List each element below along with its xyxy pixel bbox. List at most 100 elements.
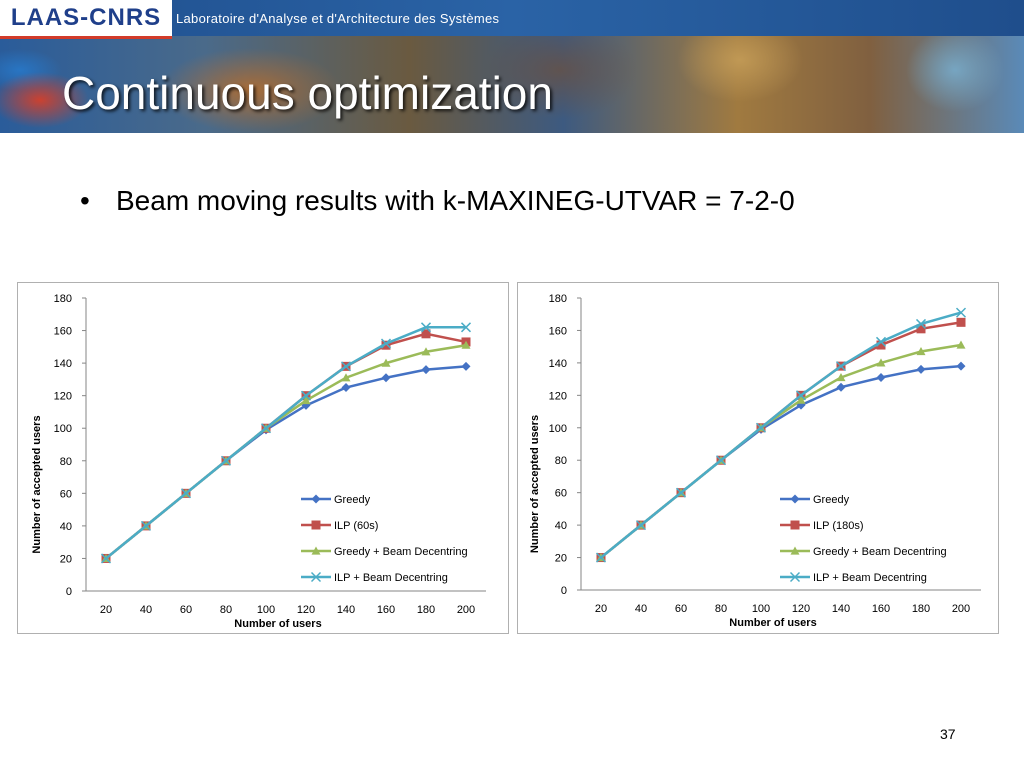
chart-left-y-tick-label: 60	[60, 488, 72, 500]
chart-right-series-3-legend-label: Greedy + Beam Decentring	[813, 546, 947, 558]
chart-left-series-4-point-stroke-b	[300, 390, 312, 401]
chart-left-series-4-point	[300, 390, 312, 401]
chart-right-series-4-point	[675, 487, 687, 498]
chart-left-series-4-point	[100, 553, 112, 564]
chart-left-series-4-point-stroke-b	[220, 455, 232, 466]
chart-right-series-2-legend-marker	[790, 520, 800, 530]
chart-right-series-4-point	[755, 422, 767, 433]
chart-right-series-4-point	[635, 520, 647, 531]
chart-left-series-4-line	[105, 326, 466, 560]
bullet-text: Beam moving results with k-MAXINEG-UTVAR…	[116, 185, 795, 216]
chart-left-series-1-point	[461, 361, 471, 371]
chart-left-series-1-point	[381, 373, 391, 383]
chart-right-y-tick-label: 20	[555, 553, 567, 565]
chart-right-series-4-point-stroke-b	[875, 336, 887, 347]
chart-left-y-tick-label: 0	[66, 586, 72, 598]
chart-left-series-3-point	[341, 373, 351, 382]
chart-left-x-tick-label: 60	[180, 604, 192, 616]
chart-right-series-4-point-stroke-b	[755, 422, 767, 433]
chart-right-y-tick-label: 120	[549, 390, 567, 402]
chart-right-series-4-point-stroke-b	[675, 487, 687, 498]
chart-right-series-4-point	[595, 552, 607, 563]
chart-left-x-tick-label: 20	[100, 604, 112, 616]
chart-left-y-tick-label: 140	[54, 358, 72, 370]
slide-title: Continuous optimization	[62, 67, 553, 119]
chart-right-x-tick-label: 40	[635, 603, 647, 615]
lab-name: Laboratoire d'Analyse et d'Architecture …	[176, 11, 500, 26]
chart-left-y-tick-label: 120	[54, 391, 72, 403]
chart-left-series-1-point	[341, 383, 351, 393]
chart-right-series-4-legend-marker	[789, 571, 801, 583]
chart-left-y-tick-label: 40	[60, 521, 72, 533]
bullet-dot-icon: •	[80, 185, 90, 216]
chart-left-series-2-point	[381, 340, 391, 350]
chart-right-series-4-point-stroke-b	[835, 361, 847, 372]
chart-right-series-1-legend-label: Greedy	[813, 494, 850, 506]
chart-left-series-4-legend-marker-stroke-b	[310, 571, 322, 583]
chart-left-y-tick-label: 100	[54, 423, 72, 435]
chart-left-x-tick-label: 140	[337, 604, 355, 616]
chart-right-series-1-point	[956, 361, 966, 371]
chart-left-series-2-legend-marker	[311, 520, 321, 530]
chart-right-y-tick-label: 60	[555, 488, 567, 500]
chart-right-x-tick-label: 20	[595, 603, 607, 615]
chart-right-y-tick-label: 80	[555, 455, 567, 467]
chart-right-y-axis-title: Number of accepted users	[529, 415, 541, 553]
chart-left-y-tick-label: 20	[60, 553, 72, 565]
chart-left-series-4-point	[260, 423, 272, 434]
chart-right-series-1-line	[600, 364, 962, 559]
chart-right-series-4-point	[715, 455, 727, 466]
chart-left-series-2-point	[421, 329, 431, 339]
chart-right-series-3-point	[796, 395, 806, 404]
chart-left-x-tick-label: 160	[377, 604, 395, 616]
chart-right-series-4-point	[795, 390, 807, 401]
chart-left-series-1-point	[421, 365, 431, 375]
chart-right-x-tick-label: 140	[832, 603, 850, 615]
chart-left-series-4-point	[380, 338, 392, 349]
chart-left-series-4-point	[220, 455, 232, 466]
chart-right-series-4-point	[915, 318, 927, 329]
chart-left-series-3-legend-label: Greedy + Beam Decentring	[334, 546, 468, 558]
chart-left-series-3-point	[301, 396, 311, 405]
chart-left-series-4-point-stroke-b	[420, 322, 432, 333]
chart-left-series-3-line	[105, 343, 467, 560]
chart-right-x-tick-label: 100	[752, 603, 770, 615]
chart-right-series-1-point	[916, 364, 926, 374]
chart-left-series-2-legend-label: ILP (60s)	[334, 520, 378, 532]
chart-right-series-4-legend-marker-stroke-b	[789, 571, 801, 583]
chart-left-x-tick-label: 180	[417, 604, 435, 616]
chart-right-x-tick-label: 120	[792, 603, 810, 615]
chart-left: 0 20 40 60 80 100 120 140 160 180 20 40 60 80 100 120 14…	[17, 282, 509, 634]
chart-right-series-1-legend-marker	[790, 494, 800, 504]
chart-right-x-tick-label: 60	[675, 603, 687, 615]
chart-left-series-4-legend-marker	[310, 571, 322, 583]
chart-left-svg: 0 20 40 60 80 100 120 140 160 180 20 40 60 80 100 120 14…	[31, 293, 486, 630]
chart-right-y-tick-label: 140	[549, 358, 567, 370]
chart-right-series-4-point-stroke-b	[635, 520, 647, 531]
chart-right-series-3-point	[876, 358, 886, 367]
chart-left-series-4-point-stroke-b	[180, 488, 192, 499]
chart-right-series-4-point	[875, 336, 887, 347]
chart-right-series-4-line	[600, 311, 962, 559]
chart-right-series-1-point	[836, 382, 846, 392]
chart-left-series-4-point	[180, 488, 192, 499]
chart-right-series-2-legend-label: ILP (180s)	[813, 520, 864, 532]
chart-right-y-tick-label: 40	[555, 520, 567, 532]
chart-right-x-tick-label: 80	[715, 603, 727, 615]
chart-left-series-1-legend-label: Greedy	[334, 494, 371, 506]
header-banner: LAAS-CNRS Laboratoire d'Analyse et d'Arc…	[0, 0, 1024, 133]
chart-left-series-4-point	[460, 322, 472, 333]
chart-left-series-4-point	[140, 520, 152, 531]
chart-right-series-1-point	[796, 400, 806, 410]
chart-right-svg: 0 20 40 60 80 100 120 140 160 180 20 40 60 80 100 120 14…	[529, 293, 981, 629]
logo-text: LAAS-CNRS	[10, 4, 162, 31]
chart-left-series-4-point-stroke-b	[380, 338, 392, 349]
chart-left-series-1-legend-marker	[311, 494, 321, 504]
chart-right-x-tick-label: 160	[872, 603, 890, 615]
chart-right-series-2-point	[956, 317, 966, 327]
chart-right-series-3-legend-marker	[790, 546, 800, 555]
page-number: 37	[940, 726, 956, 742]
chart-right-series-4-point-stroke-b	[595, 552, 607, 563]
chart-right-series-4-point	[955, 307, 967, 318]
chart-right-series-4-legend-label: ILP + Beam Decentring	[813, 572, 927, 584]
